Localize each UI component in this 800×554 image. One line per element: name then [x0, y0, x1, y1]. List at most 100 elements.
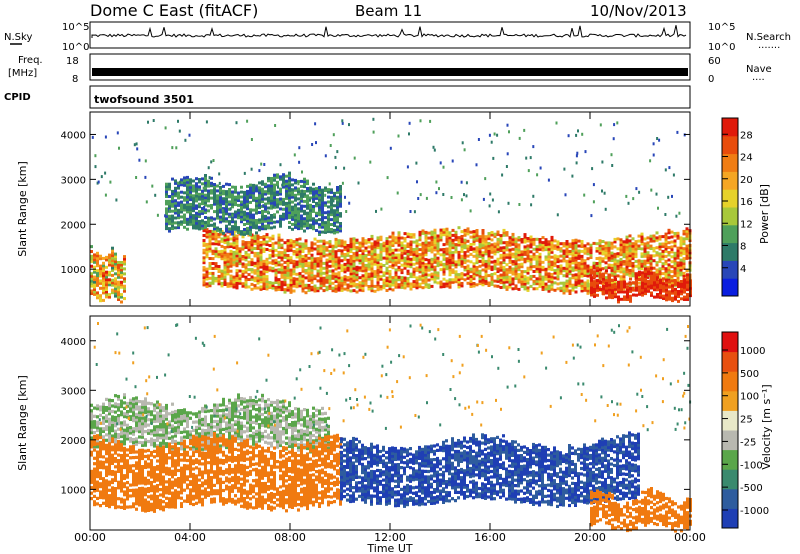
echo-cell	[364, 239, 368, 243]
echo-cell	[430, 262, 434, 266]
echo-cell	[514, 242, 518, 246]
echo-cell	[223, 273, 227, 277]
echo-cell	[625, 248, 629, 251]
echo-cell	[285, 214, 288, 218]
echo-cell	[658, 269, 662, 273]
echo-cell	[270, 199, 273, 203]
echo-cell	[306, 196, 309, 200]
echo-cell	[201, 219, 204, 223]
echo-cell	[292, 264, 296, 268]
echo-cell	[204, 431, 207, 435]
echo-cell	[214, 234, 218, 238]
echo-cell	[526, 281, 530, 285]
echo-cell	[217, 235, 221, 239]
echo-cell	[216, 226, 219, 230]
echo-cell	[156, 419, 159, 423]
echo-cell	[653, 273, 656, 277]
echo-cell	[90, 245, 93, 249]
echo-cell	[490, 250, 494, 254]
echo-cell	[205, 242, 209, 246]
echo-cell	[598, 266, 602, 270]
echo-cell	[198, 227, 201, 231]
echo-cell	[189, 203, 192, 206]
echo-cell	[583, 251, 587, 255]
echo-cell	[253, 251, 257, 255]
echo-cell	[406, 284, 410, 288]
echo-cell	[211, 262, 215, 265]
echo-speckle	[406, 165, 409, 169]
echo-cell	[102, 284, 105, 287]
echo-speckle	[491, 198, 494, 202]
echo-cell	[295, 272, 299, 276]
echo-cell	[514, 259, 518, 263]
echo-speckle	[577, 129, 579, 133]
echo-cell	[430, 284, 434, 288]
echo-cell	[593, 294, 596, 298]
echo-cell	[394, 261, 398, 264]
echo-cell	[331, 269, 335, 273]
echo-cell	[370, 286, 374, 290]
echo-cell	[129, 417, 132, 421]
echo-cell	[577, 239, 581, 243]
echo-cell	[265, 260, 269, 264]
echo-cell	[223, 283, 227, 286]
echo-cell	[333, 219, 336, 222]
echo-cell	[532, 274, 536, 278]
echo-cell	[208, 232, 212, 236]
echo-cell	[174, 418, 177, 422]
echo-cell	[415, 283, 419, 287]
echo-cell	[250, 282, 254, 286]
echo-cell	[433, 280, 437, 284]
echo-cell	[141, 424, 144, 428]
echo-cell	[226, 270, 230, 273]
echo-cell	[105, 280, 108, 284]
echo-cell	[460, 259, 464, 263]
echo-cell	[234, 222, 237, 226]
echo-cell	[249, 210, 252, 214]
echo-cell	[339, 214, 342, 218]
echo-cell	[619, 263, 623, 266]
echo-speckle	[465, 181, 468, 185]
echo-cell	[593, 275, 596, 279]
echo-cell	[96, 415, 99, 419]
echo-cell	[264, 209, 267, 213]
echo-cell	[553, 269, 557, 273]
echo-speckle	[372, 130, 375, 134]
echo-cell	[235, 279, 239, 282]
echo-cell	[602, 287, 605, 291]
echo-cell	[195, 224, 198, 228]
echo-cell	[508, 275, 512, 279]
echo-cell	[547, 289, 551, 293]
echo-cell	[108, 261, 111, 264]
echo-cell	[602, 272, 605, 276]
echo-cell	[333, 196, 336, 200]
echo-cell	[652, 254, 656, 258]
echo-cell	[165, 433, 168, 438]
echo-cell	[93, 270, 96, 274]
echo-cell	[226, 255, 230, 259]
echo-cell	[370, 284, 374, 288]
echo-cell	[646, 258, 650, 262]
echo-cell	[379, 270, 383, 274]
echo-cell	[222, 212, 225, 216]
echo-cell	[177, 186, 180, 190]
echo-cell	[475, 266, 479, 269]
echo-speckle	[353, 156, 356, 160]
echo-cell	[614, 278, 617, 281]
echo-cell	[442, 267, 446, 271]
echo-speckle	[571, 174, 574, 178]
echo-cell	[562, 254, 566, 258]
echo-speckle	[357, 181, 360, 185]
echo-cell	[171, 410, 174, 414]
echo-cell	[235, 269, 239, 273]
echo-cell	[259, 250, 263, 254]
echo-cell	[361, 249, 365, 253]
echo-cell	[436, 264, 440, 268]
echo-cell	[415, 241, 419, 245]
echo-cell	[318, 213, 321, 217]
echo-cell	[90, 420, 93, 424]
echo-cell	[207, 196, 210, 200]
echo-cell	[243, 210, 246, 214]
echo-cell	[346, 246, 350, 250]
echo-cell	[535, 279, 539, 283]
